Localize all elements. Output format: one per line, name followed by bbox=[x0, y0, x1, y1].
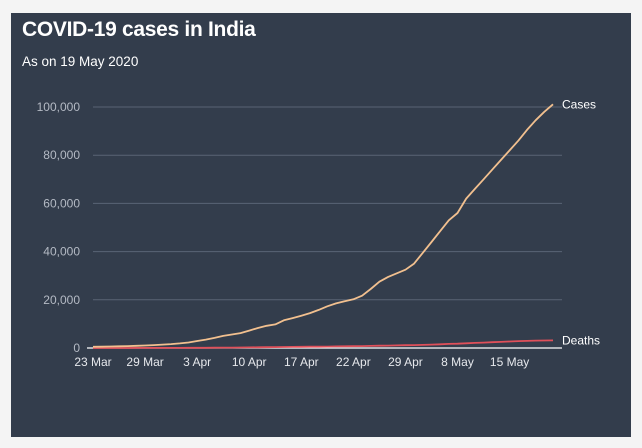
x-tick-label: 29 Apr bbox=[388, 355, 423, 369]
y-tick-label: 80,000 bbox=[43, 148, 80, 162]
chart-card bbox=[11, 13, 631, 437]
x-tick-label: 17 Apr bbox=[284, 355, 319, 369]
y-tick-label: 60,000 bbox=[43, 196, 80, 210]
chart-subtitle: As on 19 May 2020 bbox=[22, 54, 139, 69]
y-tick-label: 0 bbox=[73, 341, 80, 355]
x-tick-label: 29 Mar bbox=[126, 355, 163, 369]
x-tick-label: 23 Mar bbox=[74, 355, 111, 369]
series-line-cases bbox=[92, 103, 554, 348]
x-tick-label: 15 May bbox=[490, 355, 529, 369]
x-tick-label: 8 May bbox=[441, 355, 474, 369]
x-tick-label: 10 Apr bbox=[232, 355, 267, 369]
y-tick-label: 20,000 bbox=[43, 293, 80, 307]
y-tick-label: 40,000 bbox=[43, 245, 80, 259]
chart-title: COVID-19 cases in India bbox=[22, 18, 256, 41]
y-tick-label: 100,000 bbox=[37, 100, 81, 114]
series-line-deaths bbox=[93, 339, 554, 349]
x-tick-label: 22 Apr bbox=[336, 355, 371, 369]
x-tick-label: 3 Apr bbox=[183, 355, 211, 369]
series-label-cases: Cases bbox=[562, 97, 596, 111]
series-label-deaths: Deaths bbox=[562, 333, 600, 347]
